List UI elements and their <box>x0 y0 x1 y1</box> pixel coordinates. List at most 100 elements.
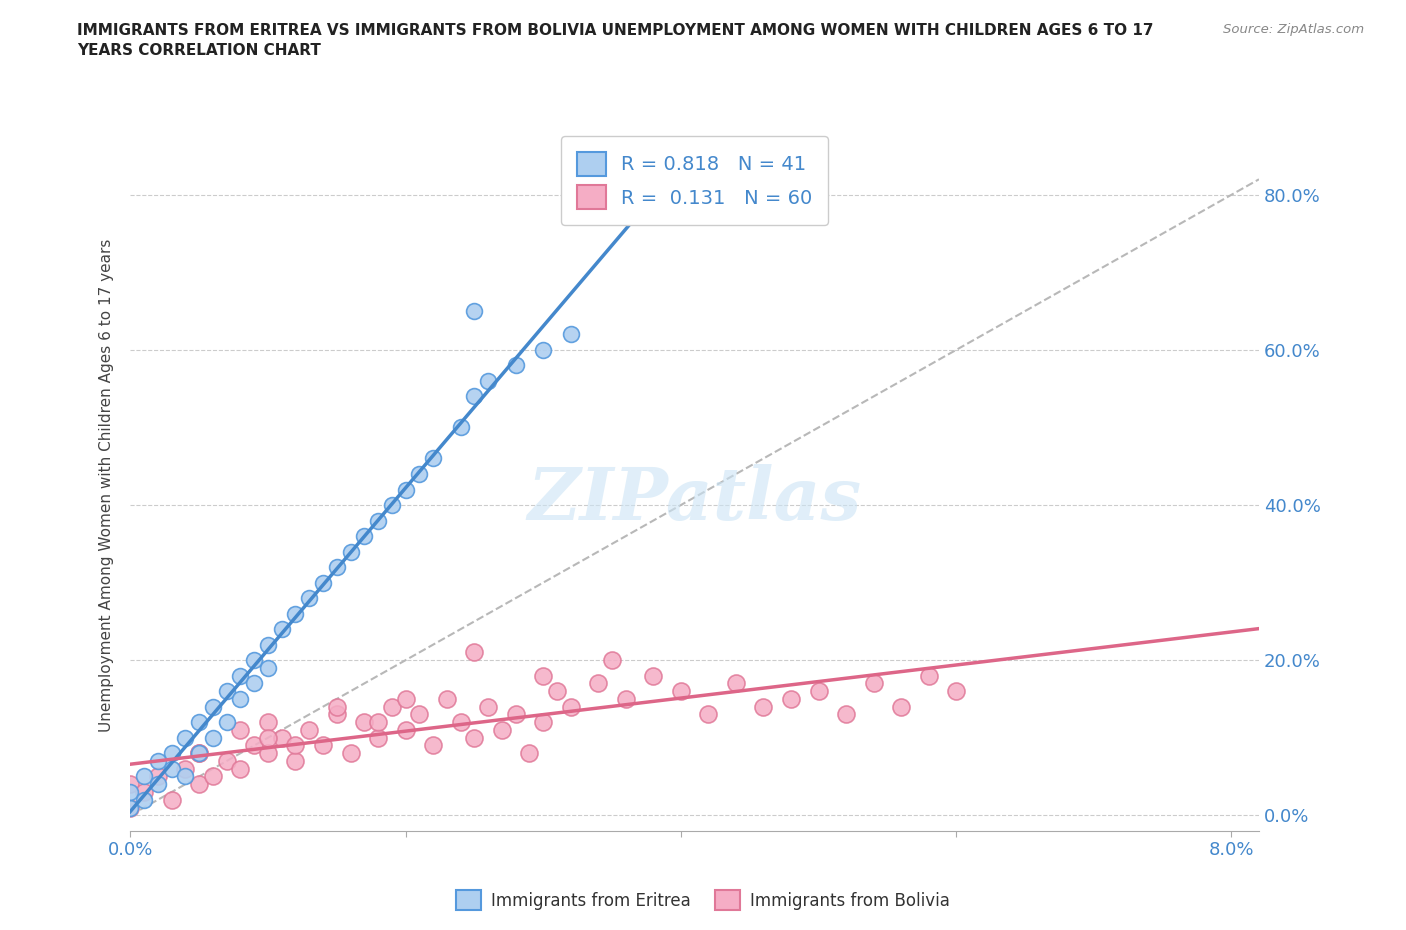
Point <box>284 606 307 621</box>
Point <box>339 746 361 761</box>
Point <box>890 699 912 714</box>
Legend: Immigrants from Eritrea, Immigrants from Bolivia: Immigrants from Eritrea, Immigrants from… <box>449 884 957 917</box>
Point <box>188 746 211 761</box>
Legend: R = 0.818   N = 41, R =  0.131   N = 60: R = 0.818 N = 41, R = 0.131 N = 60 <box>561 137 828 225</box>
Point <box>339 544 361 559</box>
Point <box>505 707 527 722</box>
Point <box>560 699 582 714</box>
Point <box>215 684 238 698</box>
Point <box>669 684 692 698</box>
Text: ZIPatlas: ZIPatlas <box>527 464 862 535</box>
Point <box>312 738 335 753</box>
Point <box>132 792 155 807</box>
Point <box>697 707 720 722</box>
Point <box>326 560 349 575</box>
Point <box>188 777 211 791</box>
Point <box>160 746 183 761</box>
Point <box>188 746 211 761</box>
Point <box>519 746 541 761</box>
Point <box>326 699 349 714</box>
Point <box>120 785 142 800</box>
Point <box>270 730 292 745</box>
Point <box>146 777 169 791</box>
Point <box>381 498 404 512</box>
Point <box>312 575 335 590</box>
Point <box>780 692 803 707</box>
Point <box>257 637 280 652</box>
Text: Source: ZipAtlas.com: Source: ZipAtlas.com <box>1223 23 1364 36</box>
Point <box>120 800 142 815</box>
Text: IMMIGRANTS FROM ERITREA VS IMMIGRANTS FROM BOLIVIA UNEMPLOYMENT AMONG WOMEN WITH: IMMIGRANTS FROM ERITREA VS IMMIGRANTS FR… <box>77 23 1154 58</box>
Point <box>450 715 472 730</box>
Point <box>243 676 266 691</box>
Point <box>643 669 665 684</box>
Point <box>120 777 142 791</box>
Point <box>229 692 252 707</box>
Point <box>160 762 183 777</box>
Point <box>394 692 416 707</box>
Point <box>724 676 747 691</box>
Point <box>394 482 416 497</box>
Point <box>367 730 389 745</box>
Point <box>257 660 280 675</box>
Point <box>463 304 485 319</box>
Point <box>560 327 582 342</box>
Point <box>284 753 307 768</box>
Point <box>835 707 858 722</box>
Point <box>132 769 155 784</box>
Point <box>505 358 527 373</box>
Point <box>394 723 416 737</box>
Point <box>174 769 197 784</box>
Point <box>229 669 252 684</box>
Point <box>188 746 211 761</box>
Y-axis label: Unemployment Among Women with Children Ages 6 to 17 years: Unemployment Among Women with Children A… <box>100 239 114 732</box>
Point <box>381 699 404 714</box>
Point <box>807 684 830 698</box>
Point <box>132 785 155 800</box>
Point <box>284 738 307 753</box>
Point <box>298 591 321 605</box>
Point <box>270 621 292 636</box>
Point <box>353 715 375 730</box>
Point <box>531 715 554 730</box>
Point <box>408 467 430 482</box>
Point <box>229 723 252 737</box>
Point <box>546 684 568 698</box>
Point <box>201 769 224 784</box>
Point <box>201 699 224 714</box>
Point <box>752 699 775 714</box>
Point <box>201 730 224 745</box>
Point <box>491 723 513 737</box>
Point <box>463 645 485 660</box>
Point <box>257 715 280 730</box>
Point <box>174 730 197 745</box>
Point <box>463 730 485 745</box>
Point <box>243 653 266 668</box>
Point <box>257 730 280 745</box>
Point <box>588 676 610 691</box>
Point <box>422 738 444 753</box>
Point <box>477 374 499 389</box>
Point <box>463 389 485 404</box>
Point <box>408 707 430 722</box>
Point <box>146 769 169 784</box>
Point <box>600 653 623 668</box>
Point <box>215 753 238 768</box>
Point <box>945 684 967 698</box>
Point <box>531 342 554 357</box>
Point <box>367 513 389 528</box>
Point <box>160 792 183 807</box>
Point <box>367 715 389 730</box>
Point <box>353 528 375 543</box>
Point <box>917 669 939 684</box>
Point <box>298 723 321 737</box>
Point <box>174 762 197 777</box>
Point <box>120 800 142 815</box>
Point <box>436 692 458 707</box>
Point <box>229 762 252 777</box>
Point <box>450 420 472 435</box>
Point <box>422 451 444 466</box>
Point <box>614 692 637 707</box>
Point <box>146 753 169 768</box>
Point <box>326 707 349 722</box>
